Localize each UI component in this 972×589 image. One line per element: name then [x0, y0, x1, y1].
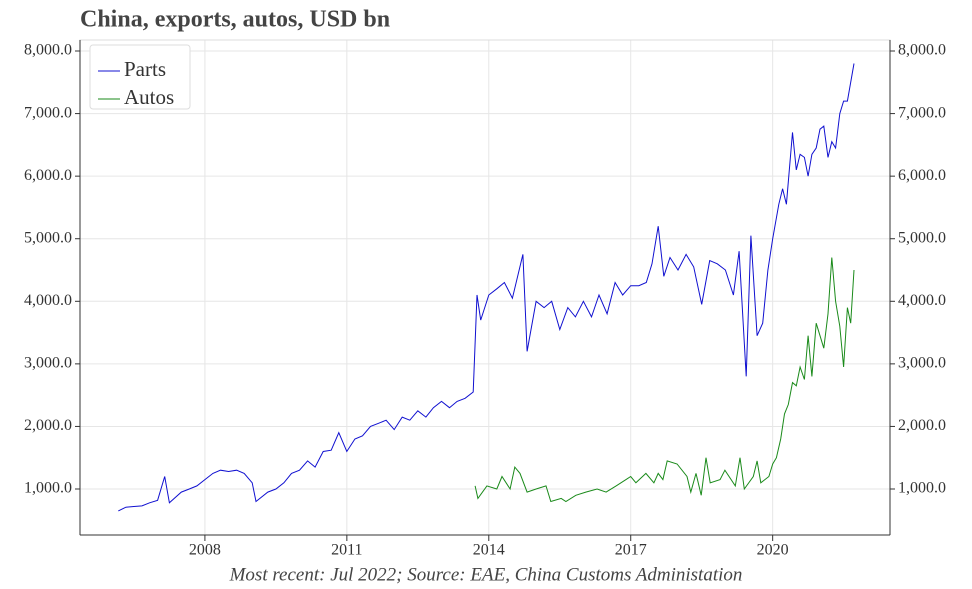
y-tick-label: 7,000.0: [24, 104, 72, 121]
plot-area: [80, 40, 890, 535]
footnote: Most recent: Jul 2022; Source: EAE, Chin…: [229, 564, 743, 585]
line-series: [474, 257, 855, 503]
y-tick-label: 6,000.0: [24, 167, 72, 184]
chart-title: China, exports, autos, USD bn: [80, 7, 390, 33]
x-tick-label: 2011: [331, 542, 362, 559]
y2-tick-label: 3,000.0: [898, 355, 946, 372]
y-tick-label: 4,000.0: [24, 292, 72, 309]
line-series: [118, 63, 855, 512]
y2-tick-label: 5,000.0: [898, 229, 946, 246]
y-tick-label: 8,000.0: [24, 42, 72, 59]
legend-label: Autos: [124, 85, 174, 109]
y2-tick-label: 6,000.0: [898, 167, 946, 184]
y-tick-label: 1,000.0: [24, 480, 72, 497]
x-tick-label: 2017: [615, 542, 647, 559]
y-tick-label: 5,000.0: [24, 229, 72, 246]
legend-box: [89, 44, 191, 110]
legend-label: Parts: [124, 57, 166, 81]
y2-tick-label: 1,000.0: [898, 480, 946, 497]
y2-tick-label: 7,000.0: [898, 104, 946, 121]
y2-tick-label: 4,000.0: [898, 292, 946, 309]
x-tick-label: 2008: [189, 542, 221, 559]
y2-tick-label: 8,000.0: [898, 42, 946, 59]
y2-tick-label: 2,000.0: [898, 417, 946, 434]
x-tick-label: 2014: [473, 542, 505, 559]
x-tick-label: 2020: [757, 542, 789, 559]
y-tick-label: 2,000.0: [24, 417, 72, 434]
y-tick-label: 3,000.0: [24, 355, 72, 372]
